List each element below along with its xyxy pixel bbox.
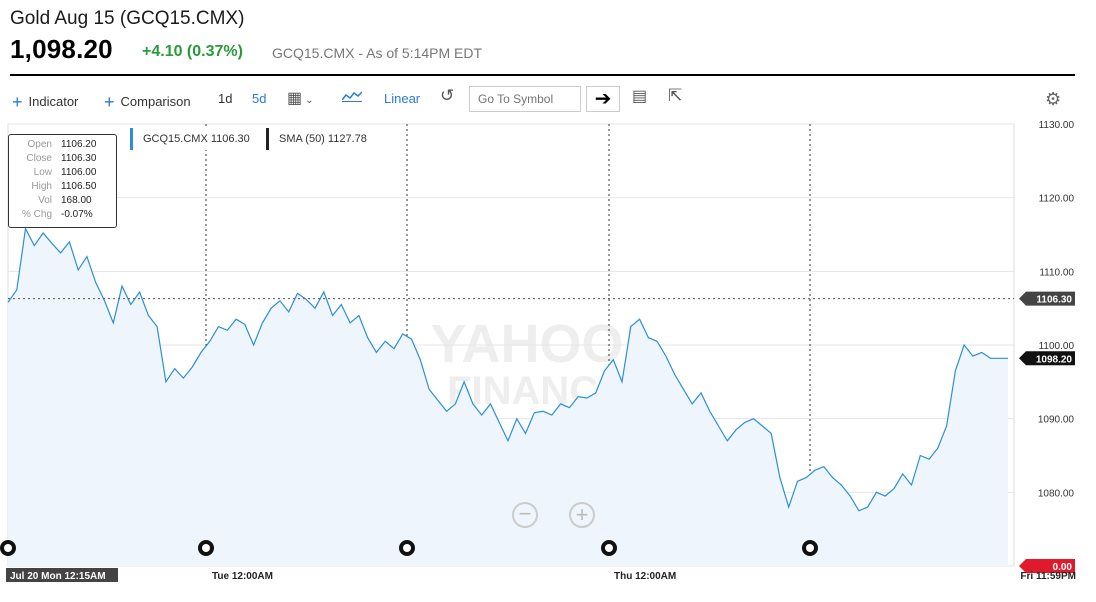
volume-value: 168.00 <box>61 195 92 206</box>
print-icon[interactable]: ▤ <box>632 88 648 105</box>
y-tick-label: 1090.00 <box>1038 415 1075 426</box>
series-area <box>8 228 1008 566</box>
zero-marker-flag <box>1019 559 1075 573</box>
zoom-in-button[interactable]: + <box>569 502 595 528</box>
plus-icon: + <box>104 92 115 112</box>
x-tick-label: Tue 12:00AM <box>212 571 273 582</box>
area-chart-icon[interactable] <box>342 90 362 102</box>
series-line <box>7 226 1008 512</box>
price-chart[interactable]: YAHOO!FINANCE1130.001120.001110.001100.0… <box>0 118 1096 602</box>
y-tick-label: 1120.00 <box>1039 194 1075 205</box>
close-value: 1106.30 <box>61 153 97 164</box>
high-label: High <box>31 181 52 192</box>
indicator-label: Indicator <box>28 94 79 109</box>
share-icon[interactable]: ⇱ <box>668 86 683 105</box>
calendar-icon[interactable]: ▦ ⌄ <box>287 90 314 107</box>
x-label-start-bg <box>6 568 118 582</box>
y-tick-label: 1130.00 <box>1039 120 1075 131</box>
current-price-marker-label: 1106.30 <box>1036 295 1072 306</box>
reset-icon[interactable]: ↺ <box>440 86 455 105</box>
close-label: Close <box>26 153 52 164</box>
high-value: 1106.50 <box>61 181 97 192</box>
range-5d-button[interactable]: 5d <box>252 91 267 106</box>
y-tick-label: 1080.00 <box>1038 488 1075 499</box>
settings-icon[interactable]: ⚙ <box>1045 89 1062 109</box>
range-1d-button[interactable]: 1d <box>218 91 233 106</box>
plus-icon: + <box>12 92 23 112</box>
indicator-button[interactable]: + Indicator <box>12 90 79 112</box>
pct-change-value: -0.07% <box>61 209 93 220</box>
event-marker-center <box>403 544 411 552</box>
ohlc-tooltip: Open 1106.20 Close 1106.30 Low 1106.00 High… <box>8 134 117 228</box>
zoom-out-button[interactable]: − <box>512 502 538 528</box>
event-marker-center <box>4 544 12 552</box>
scale-linear-button[interactable]: Linear <box>384 91 421 106</box>
pct-change-label: % Chg <box>21 209 52 220</box>
arrow-right-icon: ➔ <box>594 88 612 110</box>
last-price-marker-label: 1098.20 <box>1036 354 1073 365</box>
last-price-marker-flag <box>1019 351 1075 366</box>
symbol-search-input[interactable] <box>469 86 581 112</box>
last-price: 1,098.20 <box>10 34 113 64</box>
comparison-label: Comparison <box>120 94 191 109</box>
chevron-down-icon: ⌄ <box>305 95 314 106</box>
x-tick-label: Fri 11:59PM <box>1020 571 1076 582</box>
legend-series: GCQ15.CMX 1106.30 <box>130 128 250 150</box>
open-label: Open <box>27 139 52 150</box>
event-marker-center <box>605 544 613 552</box>
go-button[interactable]: ➔ <box>586 86 620 112</box>
zero-marker-label: 0.00 <box>1053 562 1073 573</box>
y-tick-label: 1100.00 <box>1039 341 1075 352</box>
as-of-timestamp: GCQ15.CMX - As of 5:14PM EDT <box>272 45 483 61</box>
price-change: +4.10 (0.37%) <box>142 43 243 60</box>
legend-sma: SMA (50) 1127.78 <box>266 128 367 150</box>
header-divider <box>10 74 1075 76</box>
open-value: 1106.20 <box>61 139 97 150</box>
watermark-text: YAHOO! <box>430 314 641 374</box>
page-title: Gold Aug 15 (GCQ15.CMX) <box>10 8 245 29</box>
low-value: 1106.00 <box>61 167 97 178</box>
current-price-marker-flag <box>1019 291 1075 306</box>
event-marker-center <box>806 544 814 552</box>
low-label: Low <box>33 167 52 178</box>
x-tick-label: Thu 12:00AM <box>614 571 676 582</box>
comparison-button[interactable]: + Comparison <box>104 90 191 112</box>
event-marker-center <box>202 544 210 552</box>
x-tick-label: Jul 20 Mon 12:15AM <box>10 571 106 582</box>
volume-label: Vol <box>38 195 52 206</box>
y-tick-label: 1110.00 <box>1039 267 1074 278</box>
